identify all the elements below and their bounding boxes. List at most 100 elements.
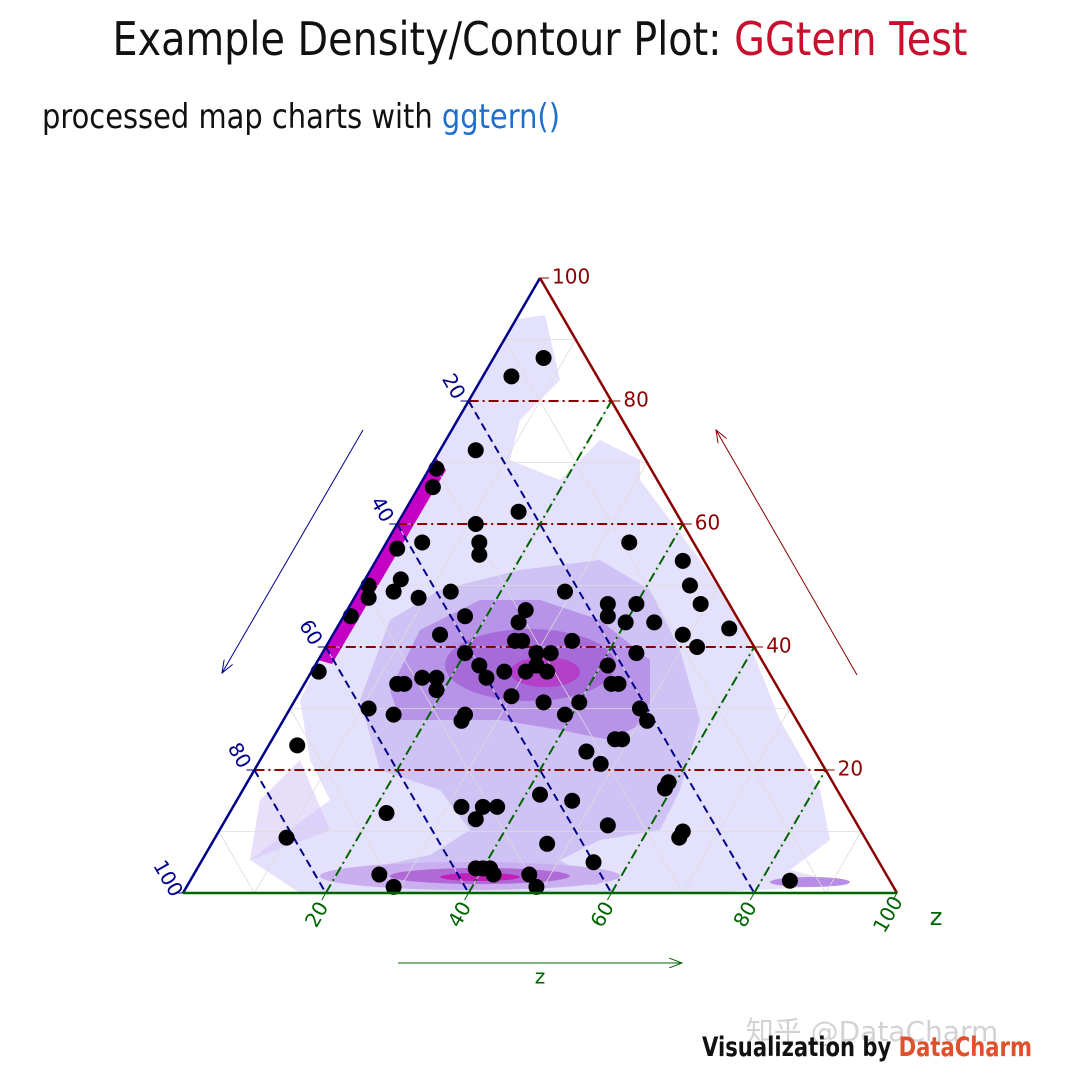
point xyxy=(646,614,663,631)
x-grid-line xyxy=(467,400,756,894)
point xyxy=(453,798,470,815)
point xyxy=(385,706,402,723)
point xyxy=(542,645,559,662)
point xyxy=(681,577,698,594)
point xyxy=(310,663,327,680)
point xyxy=(496,663,513,680)
point xyxy=(674,626,691,643)
footer-text: Visualization by xyxy=(702,1032,899,1063)
point xyxy=(617,614,634,631)
point xyxy=(467,442,484,459)
grid-line xyxy=(361,585,541,894)
point xyxy=(392,571,409,588)
x-tick-label: 40 xyxy=(366,492,400,526)
point xyxy=(396,675,413,692)
point xyxy=(510,614,527,631)
point xyxy=(599,595,616,612)
points xyxy=(278,349,798,895)
density-contour xyxy=(250,760,330,860)
chart-title: Example Density/Contour Plot: GGtern Tes… xyxy=(113,12,968,66)
point xyxy=(692,595,709,612)
point xyxy=(628,595,645,612)
point xyxy=(378,805,395,822)
grid-line xyxy=(254,339,577,894)
point xyxy=(414,534,431,551)
point xyxy=(517,663,534,680)
point xyxy=(278,829,295,846)
point xyxy=(371,866,388,883)
point xyxy=(474,798,491,815)
point xyxy=(385,878,402,895)
grid-line xyxy=(432,462,684,894)
z-grid-line xyxy=(753,769,827,894)
point xyxy=(621,534,638,551)
point xyxy=(592,755,609,772)
point xyxy=(514,632,531,649)
density-contour xyxy=(770,877,850,887)
subtitle-text: processed map charts with xyxy=(42,97,442,137)
grid-line xyxy=(289,708,398,894)
y-tick-label: 20 xyxy=(838,757,863,781)
z-tick-label: 40 xyxy=(443,897,477,931)
grid-line xyxy=(503,339,826,894)
y-axis-arrow xyxy=(716,430,858,676)
point xyxy=(457,645,474,662)
x-tick-label: 80 xyxy=(223,738,257,772)
point xyxy=(503,688,520,705)
point xyxy=(535,349,552,366)
grid-line xyxy=(825,831,862,894)
y-axis-line xyxy=(538,277,899,894)
point xyxy=(535,694,552,711)
subtitle-highlight: ggtern() xyxy=(442,97,560,137)
z-arrow-label: z xyxy=(535,965,546,989)
z-grid-line xyxy=(610,646,756,894)
x-axis-arrow xyxy=(222,429,364,673)
subtitle: processed map charts with ggtern() xyxy=(42,97,560,137)
point xyxy=(489,798,506,815)
point xyxy=(585,854,602,871)
point xyxy=(521,866,538,883)
point xyxy=(639,712,656,729)
point xyxy=(721,620,738,637)
grid-line xyxy=(218,831,255,894)
point xyxy=(424,479,441,496)
point xyxy=(564,632,581,649)
y-tick-label: 80 xyxy=(623,388,648,412)
point xyxy=(528,645,545,662)
point xyxy=(432,626,449,643)
point xyxy=(628,645,645,662)
point xyxy=(414,669,431,686)
point xyxy=(428,682,445,699)
point xyxy=(532,786,548,803)
grid-line xyxy=(682,708,791,894)
point xyxy=(478,669,495,686)
z-tick-label: 60 xyxy=(585,897,619,931)
x-tick-label: 60 xyxy=(294,615,328,649)
x-tick-label: 20 xyxy=(437,369,471,403)
point xyxy=(467,811,484,828)
title-text: Example Density/Contour Plot: xyxy=(113,12,735,66)
point xyxy=(342,608,359,625)
point xyxy=(539,663,556,680)
point xyxy=(517,602,534,619)
point xyxy=(571,694,588,711)
z-tick-label: 20 xyxy=(300,897,334,931)
x-tick-label: 100 xyxy=(148,856,188,901)
point xyxy=(656,780,673,797)
z-axis-label: z xyxy=(930,903,943,931)
point xyxy=(453,712,470,729)
point xyxy=(428,460,445,477)
point xyxy=(474,860,491,877)
point xyxy=(671,829,688,846)
z-grid-line xyxy=(467,523,684,894)
point xyxy=(578,743,595,760)
x-grid-line xyxy=(396,523,613,894)
point xyxy=(599,657,616,674)
point xyxy=(428,669,445,686)
point xyxy=(471,546,488,563)
point xyxy=(614,731,631,748)
point xyxy=(564,792,581,809)
point xyxy=(389,540,406,557)
point xyxy=(674,552,691,569)
